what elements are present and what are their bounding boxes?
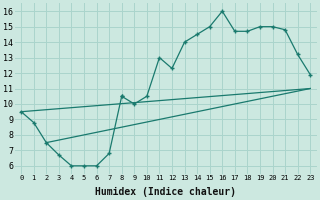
X-axis label: Humidex (Indice chaleur): Humidex (Indice chaleur) — [95, 186, 236, 197]
